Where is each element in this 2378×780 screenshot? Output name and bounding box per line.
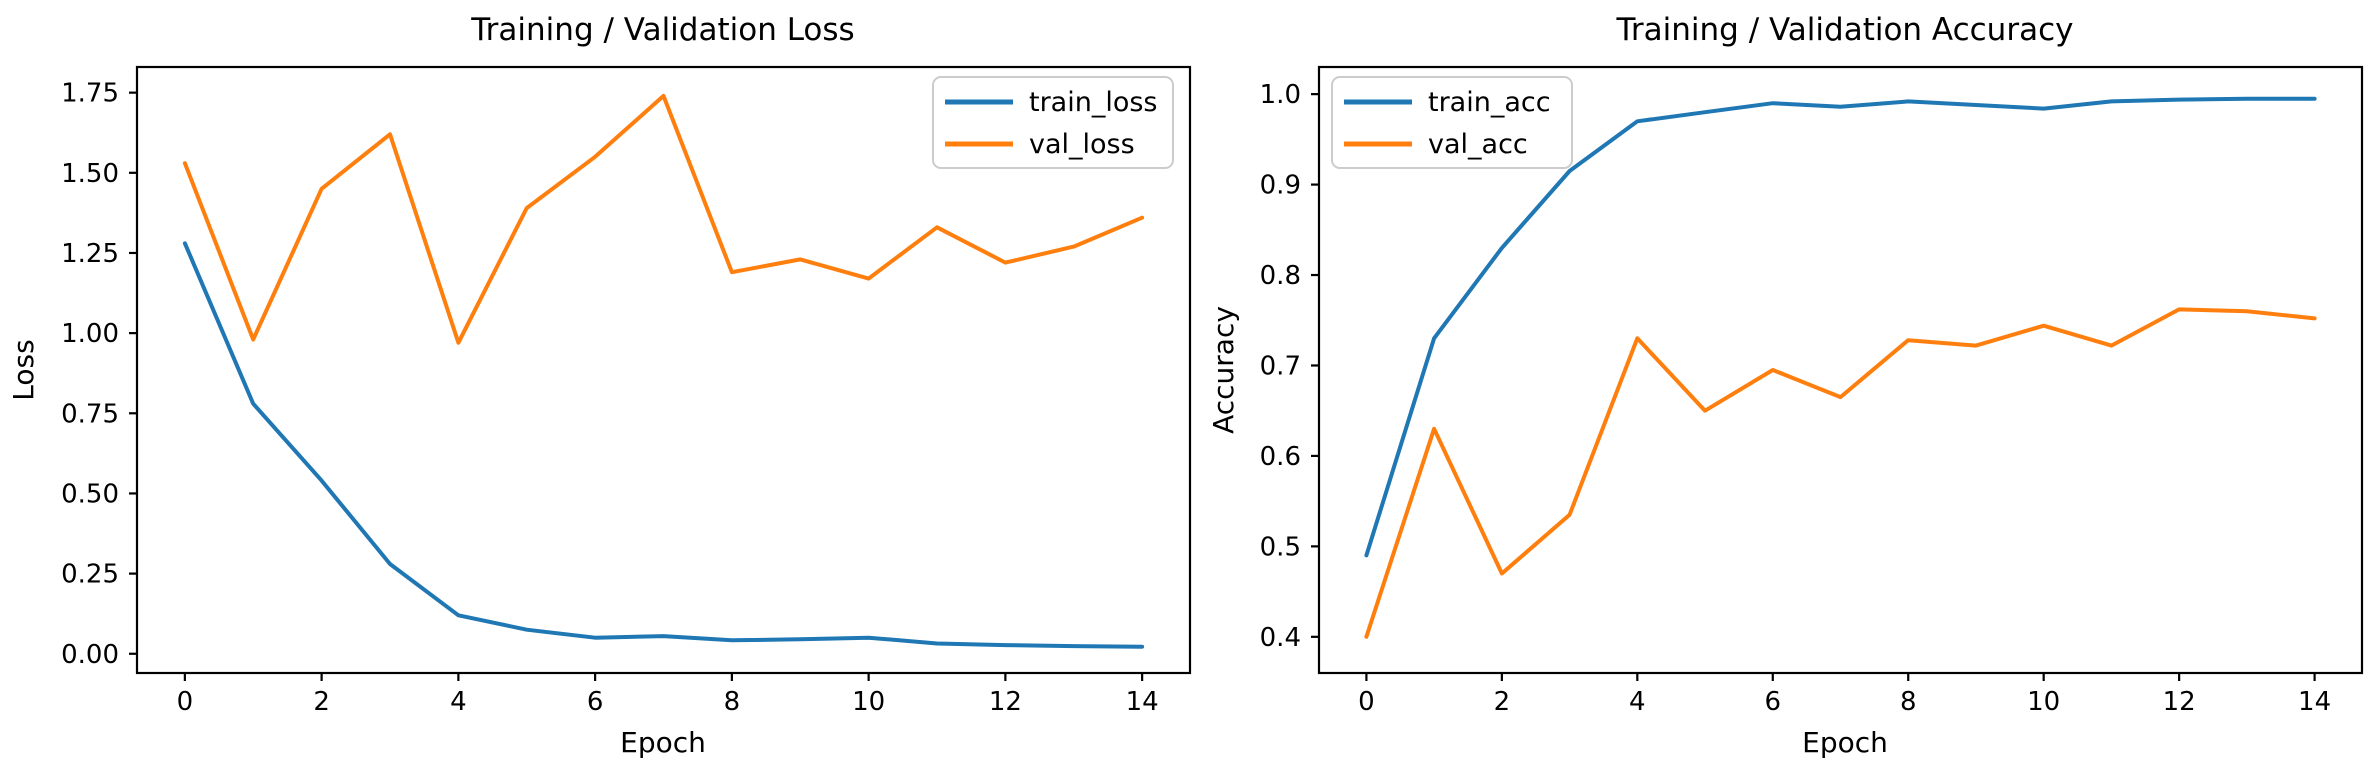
legend: train_acc val_acc bbox=[1331, 76, 1573, 169]
series-line-train_acc bbox=[1364, 96, 2317, 558]
y-tick-label: 0.25 bbox=[61, 560, 119, 590]
y-axis-label: Accuracy bbox=[1207, 306, 1240, 434]
x-tick-label: 2 bbox=[313, 687, 330, 717]
x-tick-label: 14 bbox=[2298, 687, 2331, 717]
x-tick-label: 8 bbox=[724, 687, 741, 717]
legend-label-train_acc: train_acc bbox=[1428, 87, 1551, 118]
x-tick-label: 2 bbox=[1494, 687, 1511, 717]
y-axis-label: Loss bbox=[7, 339, 40, 400]
loss-chart: Training / Validation Loss 0 2 4 6 8 10 12 14 0.0… bbox=[7, 12, 1192, 759]
x-tick-label: 10 bbox=[2027, 687, 2060, 717]
x-axis-label: Epoch bbox=[1802, 726, 1888, 759]
y-tick-label: 0.7 bbox=[1260, 351, 1301, 381]
y-tick-label: 0.6 bbox=[1260, 442, 1301, 472]
x-tick-label: 0 bbox=[1358, 687, 1375, 717]
legend-label-val_acc: val_acc bbox=[1428, 129, 1528, 160]
x-tick-label: 6 bbox=[1764, 687, 1781, 717]
y-tick-label: 0.5 bbox=[1260, 532, 1301, 562]
legend-label-val_loss: val_loss bbox=[1029, 129, 1135, 160]
series-line-val_acc bbox=[1364, 307, 2317, 639]
y-tick-label: 0.75 bbox=[61, 399, 119, 429]
y-tick-label: 1.50 bbox=[61, 159, 119, 189]
series-line-train_loss bbox=[182, 241, 1145, 649]
y-tick-label: 0.4 bbox=[1260, 623, 1301, 653]
y-tick-label: 1.0 bbox=[1260, 80, 1301, 110]
x-tick-label: 10 bbox=[852, 687, 885, 717]
y-tick-label: 0.50 bbox=[61, 479, 119, 509]
y-tick-label: 0.00 bbox=[61, 640, 119, 670]
y-tick-label: 0.8 bbox=[1260, 261, 1301, 291]
x-tick-label: 14 bbox=[1126, 687, 1159, 717]
x-axis-label: Epoch bbox=[620, 726, 706, 759]
x-tick-label: 4 bbox=[450, 687, 467, 717]
chart-title: Training / Validation Accuracy bbox=[1616, 12, 2074, 48]
x-tick-label: 4 bbox=[1629, 687, 1646, 717]
y-tick-label: 1.75 bbox=[61, 79, 119, 109]
x-tick-label: 0 bbox=[177, 687, 194, 717]
accuracy-chart: Training / Validation Accuracy 0 2 4 6 8 10 12 1… bbox=[1207, 12, 2364, 759]
legend-label-train_loss: train_loss bbox=[1029, 87, 1158, 118]
y-tick-label: 1.25 bbox=[61, 239, 119, 269]
legend: train_loss val_loss bbox=[932, 76, 1174, 169]
y-tick-label: 1.00 bbox=[61, 319, 119, 349]
y-tick-label: 0.9 bbox=[1260, 171, 1301, 201]
x-tick-label: 12 bbox=[989, 687, 1022, 717]
x-tick-label: 12 bbox=[2163, 687, 2196, 717]
chart-title: Training / Validation Loss bbox=[470, 12, 854, 48]
series-line-val_loss bbox=[182, 93, 1145, 345]
x-tick-label: 8 bbox=[1900, 687, 1917, 717]
x-tick-label: 6 bbox=[587, 687, 604, 717]
plot-spines bbox=[1317, 65, 2364, 675]
plot-spines bbox=[135, 65, 1192, 675]
